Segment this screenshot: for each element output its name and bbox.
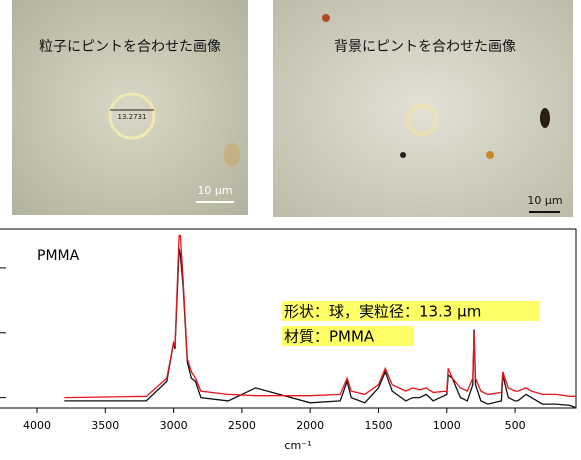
x-tick-label: 500 bbox=[505, 419, 526, 432]
x-tick-label: 2000 bbox=[296, 419, 324, 432]
spectrum-chart: PMMA 形状：球，実粒径：13.3 µm 材質：PMMA cm⁻¹ 4000 3… bbox=[0, 228, 577, 452]
x-tick-label: 3000 bbox=[160, 419, 188, 432]
plot-frame bbox=[0, 228, 577, 409]
image-caption: 粒子にピントを合わせた画像 bbox=[39, 39, 221, 55]
particle bbox=[406, 104, 438, 136]
speck bbox=[224, 143, 240, 167]
x-tick-label: 4000 bbox=[23, 419, 51, 432]
speck bbox=[400, 152, 406, 158]
annotation: 形状：球，実粒径：13.3 µm bbox=[284, 303, 481, 321]
speck bbox=[322, 14, 330, 22]
series-line bbox=[64, 234, 576, 399]
particle bbox=[108, 92, 156, 140]
image-caption: 背景にピントを合わせた画像 bbox=[334, 39, 516, 55]
x-tick-label: 3500 bbox=[91, 419, 119, 432]
legend-label: PMMA bbox=[37, 248, 80, 264]
scale-label: 10 µm bbox=[197, 184, 232, 197]
highlight bbox=[282, 326, 414, 346]
scale-label: 10 µm bbox=[527, 194, 562, 207]
speck bbox=[486, 151, 494, 159]
micrograph bbox=[273, 0, 573, 217]
annotation: 材質：PMMA bbox=[284, 328, 375, 346]
x-tick-label: 1000 bbox=[433, 419, 461, 432]
x-axis-label: cm⁻¹ bbox=[285, 439, 312, 452]
speck bbox=[540, 108, 550, 128]
measure-label: 13.2731 bbox=[118, 113, 147, 121]
x-tick-label: 2500 bbox=[228, 419, 256, 432]
highlight bbox=[282, 301, 540, 321]
micrograph bbox=[12, 0, 248, 215]
x-tick-label: 1500 bbox=[364, 419, 392, 432]
